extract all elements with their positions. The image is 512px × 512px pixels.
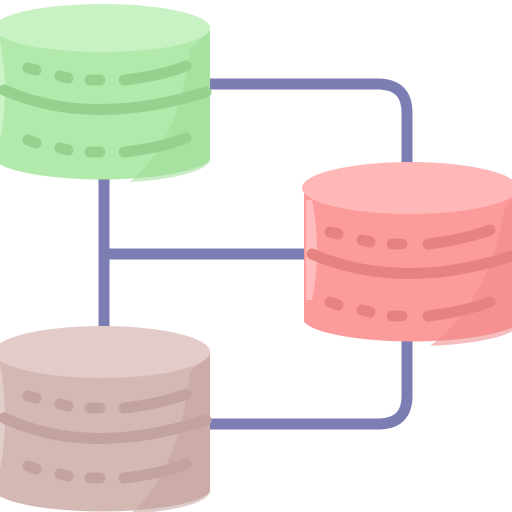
- database-green-icon: [0, 4, 212, 182]
- connector-lines: [98, 78, 413, 430]
- database-red-icon: [302, 162, 512, 346]
- connector-green-to-red: [194, 78, 413, 178]
- connector-red-to-rose: [194, 330, 413, 430]
- database-rose-icon: [0, 326, 212, 512]
